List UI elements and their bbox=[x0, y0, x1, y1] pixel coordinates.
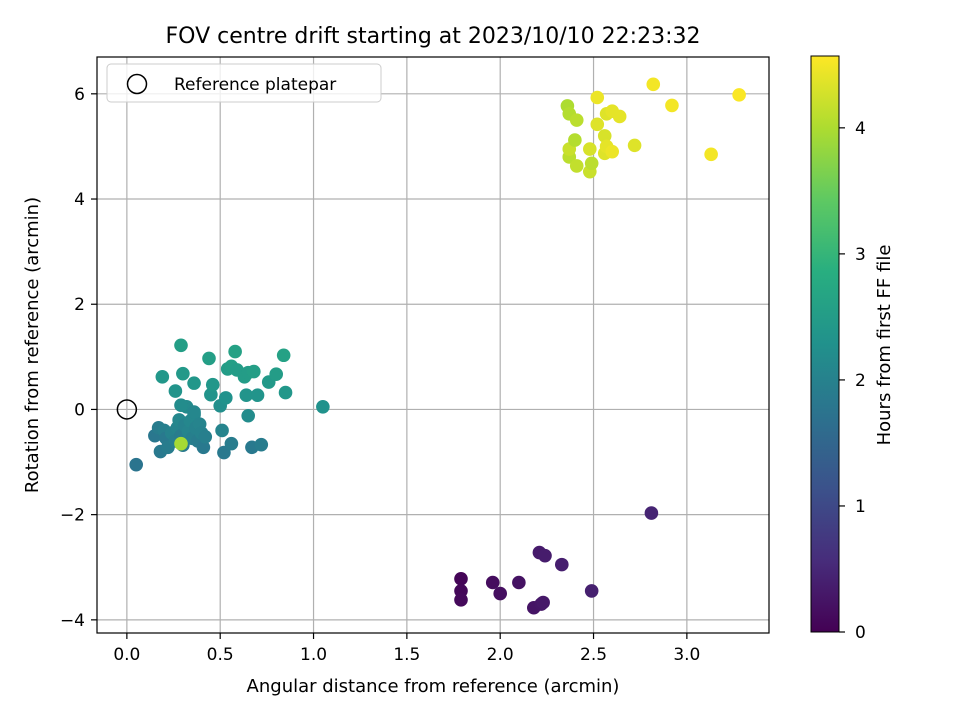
data-point bbox=[276, 348, 291, 363]
data-point bbox=[493, 586, 508, 601]
data-point bbox=[704, 147, 718, 162]
data-point bbox=[241, 408, 255, 423]
chart-title: FOV centre drift starting at 2023/10/10 … bbox=[166, 24, 701, 49]
data-point bbox=[224, 436, 239, 451]
x-axis-ticks: 0.0 0.5 1.0 1.5 2.0 2.5 3.0 bbox=[113, 633, 700, 665]
y-axis-label: Rotation from reference (arcmin) bbox=[22, 197, 43, 493]
reference-point-marker bbox=[116, 399, 138, 420]
data-point bbox=[536, 595, 550, 610]
x-tick-label: 1.5 bbox=[393, 645, 420, 665]
colorbar-tick-label: 4 bbox=[855, 119, 866, 139]
x-tick-label: 0.5 bbox=[207, 645, 234, 665]
y-tick-label: 0 bbox=[74, 400, 85, 420]
y-tick-label: −2 bbox=[60, 506, 85, 526]
colorbar-ticks: 0 1 2 3 4 bbox=[839, 119, 866, 643]
data-point bbox=[174, 338, 188, 353]
legend: Reference platepar bbox=[106, 63, 382, 103]
data-point bbox=[605, 144, 619, 159]
data-point bbox=[584, 156, 599, 171]
data-point bbox=[583, 142, 597, 156]
data-point bbox=[627, 138, 642, 153]
data-point bbox=[187, 405, 201, 419]
data-point bbox=[512, 575, 526, 590]
scatter-points bbox=[129, 77, 746, 615]
data-point bbox=[198, 429, 213, 444]
data-point bbox=[215, 423, 229, 438]
colorbar: 0 1 2 3 4 Hours from first FF file bbox=[810, 55, 895, 643]
data-point bbox=[644, 506, 659, 520]
data-point bbox=[228, 344, 242, 359]
data-point bbox=[485, 575, 500, 590]
data-point bbox=[316, 400, 330, 414]
data-point bbox=[569, 159, 584, 173]
data-point bbox=[665, 98, 679, 113]
data-point bbox=[569, 113, 584, 127]
data-point bbox=[555, 557, 569, 572]
data-point bbox=[584, 584, 599, 598]
grid-lines bbox=[97, 57, 769, 633]
data-point bbox=[612, 109, 627, 124]
data-point bbox=[174, 436, 188, 451]
legend-label: Reference platepar bbox=[174, 75, 336, 95]
data-point bbox=[590, 117, 605, 132]
y-tick-label: −4 bbox=[60, 611, 85, 631]
data-point bbox=[196, 440, 211, 455]
colorbar-tick-label: 2 bbox=[855, 371, 866, 391]
x-tick-label: 1.0 bbox=[300, 645, 327, 665]
data-point bbox=[254, 437, 269, 452]
data-point bbox=[247, 364, 261, 379]
data-point bbox=[646, 77, 661, 92]
data-point bbox=[454, 593, 468, 607]
data-point bbox=[732, 88, 746, 102]
data-point bbox=[217, 445, 231, 460]
data-point bbox=[278, 385, 293, 400]
data-point bbox=[239, 388, 254, 403]
x-tick-label: 3.0 bbox=[673, 645, 700, 665]
colorbar-label: Hours from first FF file bbox=[874, 245, 895, 446]
data-point bbox=[590, 90, 605, 105]
data-point bbox=[454, 572, 468, 586]
data-point bbox=[269, 367, 284, 381]
x-tick-label: 2.0 bbox=[487, 645, 514, 665]
data-point bbox=[202, 351, 216, 366]
reference-platepar-point bbox=[116, 399, 138, 420]
y-tick-label: 6 bbox=[74, 85, 85, 105]
y-tick-label: 2 bbox=[74, 295, 85, 315]
data-point bbox=[568, 133, 582, 147]
y-axis-ticks: −4 −2 0 2 4 6 bbox=[60, 85, 97, 631]
data-point bbox=[597, 129, 612, 143]
data-point bbox=[168, 384, 183, 398]
data-point bbox=[538, 548, 552, 563]
legend-box bbox=[106, 63, 382, 103]
data-point bbox=[250, 388, 265, 403]
colorbar-tick-label: 0 bbox=[855, 623, 866, 643]
colorbar-tick-label: 3 bbox=[855, 245, 866, 265]
data-point bbox=[174, 398, 188, 413]
legend-marker-circle bbox=[126, 73, 148, 95]
data-point bbox=[129, 457, 143, 472]
x-tick-label: 0.0 bbox=[113, 645, 140, 665]
plot-frame bbox=[96, 56, 770, 634]
colorbar-gradient bbox=[810, 55, 840, 633]
data-point bbox=[176, 366, 190, 381]
y-tick-label: 4 bbox=[74, 190, 85, 210]
data-point bbox=[205, 377, 220, 392]
data-point bbox=[187, 376, 201, 390]
data-point bbox=[155, 370, 170, 384]
data-point bbox=[219, 391, 233, 405]
colorbar-tick-label: 1 bbox=[855, 497, 866, 517]
x-axis-label: Angular distance from reference (arcmin) bbox=[247, 676, 620, 697]
x-tick-label: 2.5 bbox=[580, 645, 607, 665]
